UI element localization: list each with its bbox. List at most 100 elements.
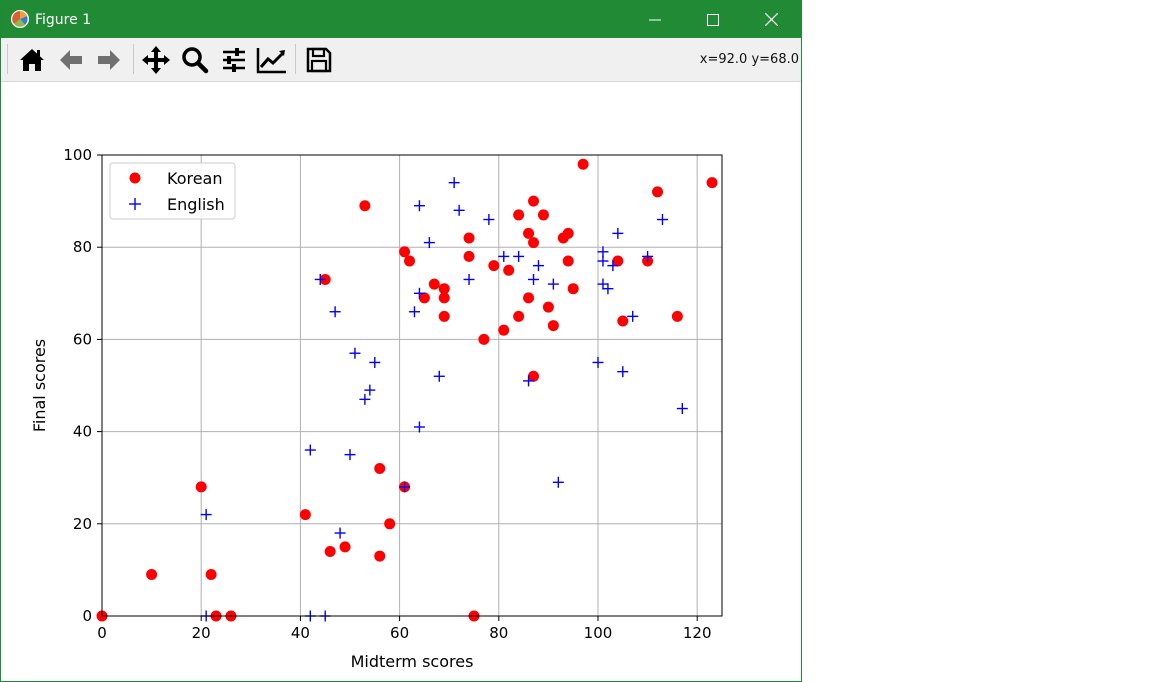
point-korean <box>438 292 450 304</box>
axes-frame <box>101 154 723 617</box>
legend-box <box>109 162 236 220</box>
title-bar: Figure 1 <box>1 1 801 38</box>
y-tick-label: 60 <box>73 330 92 348</box>
save-button[interactable] <box>301 42 337 78</box>
forward-button[interactable] <box>91 42 127 78</box>
edit-axis-button[interactable] <box>254 42 290 78</box>
home-button[interactable] <box>14 42 50 78</box>
point-english <box>642 250 654 262</box>
point-korean <box>567 283 579 295</box>
save-icon <box>306 47 332 73</box>
x-tick-label: 120 <box>683 624 712 642</box>
x-tick-label: 60 <box>390 624 409 642</box>
point-english <box>552 476 564 488</box>
point-english <box>369 356 381 368</box>
legend-label-english: English <box>167 195 225 214</box>
point-english <box>433 370 445 382</box>
subplots-button[interactable] <box>216 42 252 78</box>
legend: Korean English <box>109 162 236 220</box>
point-korean <box>418 292 430 304</box>
x-tick-label: 100 <box>584 624 613 642</box>
window-title: Figure 1 <box>35 12 92 28</box>
point-korean <box>498 324 510 336</box>
zoom-button[interactable] <box>177 42 213 78</box>
point-english <box>359 393 371 405</box>
maximize-icon <box>707 13 719 26</box>
close-button[interactable] <box>742 1 800 38</box>
point-english <box>453 204 465 216</box>
point-korean <box>374 462 386 474</box>
point-korean <box>547 320 559 332</box>
scatter-plot[interactable]: 0 20 40 60 80 100 120 0 20 40 60 80 100 Midterm scor… <box>1 81 801 681</box>
maximize-button[interactable] <box>684 1 742 38</box>
legend-marker-english <box>129 198 141 210</box>
point-korean <box>523 227 535 239</box>
point-english <box>329 306 341 318</box>
point-korean <box>488 260 500 272</box>
pan-button[interactable] <box>138 42 174 78</box>
point-korean <box>528 195 540 207</box>
point-english <box>523 375 535 387</box>
point-english <box>413 287 425 299</box>
point-korean <box>562 255 574 267</box>
point-english <box>304 444 316 456</box>
point-english <box>597 255 609 267</box>
point-english <box>399 481 411 493</box>
point-english <box>676 403 688 415</box>
point-korean <box>428 278 440 290</box>
point-english <box>617 366 629 378</box>
point-english <box>532 260 544 272</box>
point-korean <box>299 509 311 521</box>
point-english <box>597 246 609 258</box>
point-korean <box>513 310 525 322</box>
point-english <box>413 421 425 433</box>
data-points <box>96 158 718 622</box>
point-korean <box>146 569 158 581</box>
point-english <box>200 509 212 521</box>
point-korean <box>324 545 336 557</box>
point-english <box>513 250 525 262</box>
point-korean <box>399 246 411 258</box>
point-korean <box>612 255 624 267</box>
y-tick-label: 80 <box>73 238 92 256</box>
axis-ticks: 0 20 40 60 80 100 120 0 20 40 60 80 100 <box>63 146 711 642</box>
point-korean <box>463 232 475 244</box>
pan-icon <box>142 46 170 74</box>
point-english <box>528 273 540 285</box>
point-korean <box>359 200 371 212</box>
cursor-coordinates: x=92.0 y=68.0 <box>699 52 799 67</box>
grid-lines <box>101 154 722 617</box>
y-tick-label: 20 <box>73 515 92 533</box>
point-korean <box>523 292 535 304</box>
point-english <box>592 356 604 368</box>
point-korean <box>195 481 207 493</box>
point-korean <box>438 310 450 322</box>
point-english <box>612 227 624 239</box>
point-korean <box>617 315 629 327</box>
point-english <box>656 214 668 226</box>
back-button[interactable] <box>53 42 89 78</box>
point-english <box>413 200 425 212</box>
home-icon <box>20 49 44 71</box>
point-english <box>349 347 361 359</box>
point-korean <box>438 283 450 295</box>
point-english <box>483 214 495 226</box>
point-english <box>597 278 609 290</box>
y-tick-label: 40 <box>73 423 92 441</box>
minimize-button[interactable] <box>626 1 684 38</box>
point-english <box>334 527 346 539</box>
point-english <box>408 306 420 318</box>
point-korean <box>205 569 217 581</box>
point-english <box>498 250 510 262</box>
point-korean <box>463 250 475 262</box>
point-english <box>314 273 326 285</box>
series-korean <box>96 158 718 622</box>
point-english <box>423 237 435 249</box>
point-english <box>627 310 639 322</box>
point-korean <box>404 255 416 267</box>
point-korean <box>528 370 540 382</box>
point-korean <box>562 227 574 239</box>
point-english <box>463 273 475 285</box>
point-korean <box>671 310 683 322</box>
back-arrow-icon <box>60 50 82 70</box>
